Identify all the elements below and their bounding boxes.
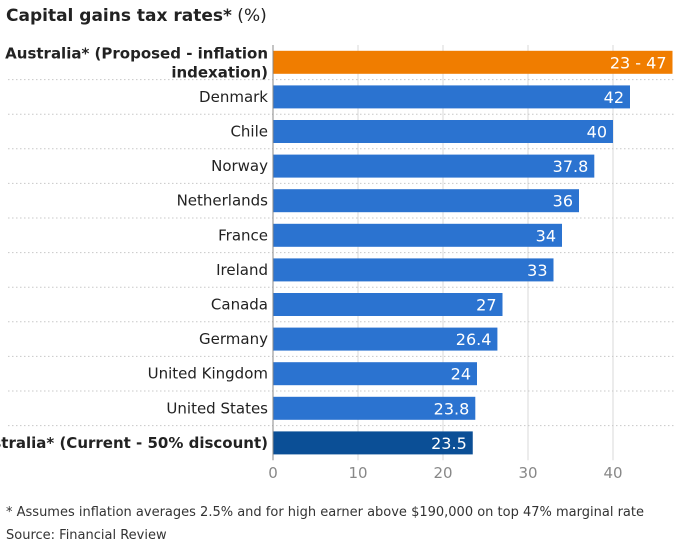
data-label: 40 [587, 123, 607, 142]
data-label: 23 - 47 [610, 53, 667, 72]
x-tick-label: 10 [348, 464, 367, 482]
category-label: Canada [211, 296, 268, 314]
bar [273, 154, 595, 178]
bar [273, 223, 562, 247]
chart-title: Capital gains tax rates* (%) [6, 6, 267, 26]
bar [273, 293, 503, 316]
data-label: 24 [451, 365, 471, 384]
category-label: United States [166, 399, 268, 417]
bar [273, 189, 579, 213]
data-label: 42 [604, 88, 624, 107]
category-label: Germany [199, 330, 268, 348]
category-label: Norway [211, 157, 268, 175]
bar [273, 50, 673, 74]
x-tick-label: 20 [433, 464, 452, 482]
footnote: * Assumes inflation averages 2.5% and fo… [6, 505, 644, 520]
category-label: Netherlands [177, 192, 269, 210]
bar [273, 362, 477, 386]
data-label: 23.8 [434, 399, 470, 418]
data-label: 33 [527, 261, 547, 280]
bar-chart: 0 10 20 30 40 Australia* (Proposed - inflatio… [0, 44, 675, 482]
data-label: 34 [536, 226, 556, 245]
data-label: 27 [476, 296, 496, 315]
category-label: Chile [230, 123, 268, 141]
category-label: Australia* (Proposed - inflation indexati… [5, 44, 268, 81]
bar [273, 258, 554, 282]
bar [273, 120, 613, 143]
category-label: Denmark [199, 88, 268, 106]
bar [273, 431, 473, 455]
data-label: 26.4 [456, 330, 492, 349]
data-label: 36 [553, 192, 573, 211]
x-tick-label: 40 [603, 464, 622, 482]
bar [273, 85, 630, 109]
category-label: France [218, 226, 268, 244]
x-tick-label: 0 [268, 464, 278, 482]
data-label: 23.5 [431, 434, 467, 453]
source-note: Source: Financial Review [6, 528, 167, 543]
bar [273, 327, 498, 351]
data-label: 37.8 [553, 157, 589, 176]
bar [273, 396, 476, 420]
category-label: United Kingdom [148, 365, 268, 383]
category-label: Ireland [216, 261, 268, 279]
x-tick-label: 30 [518, 464, 537, 482]
category-label: Australia* (Current - 50% discount) [0, 434, 268, 452]
